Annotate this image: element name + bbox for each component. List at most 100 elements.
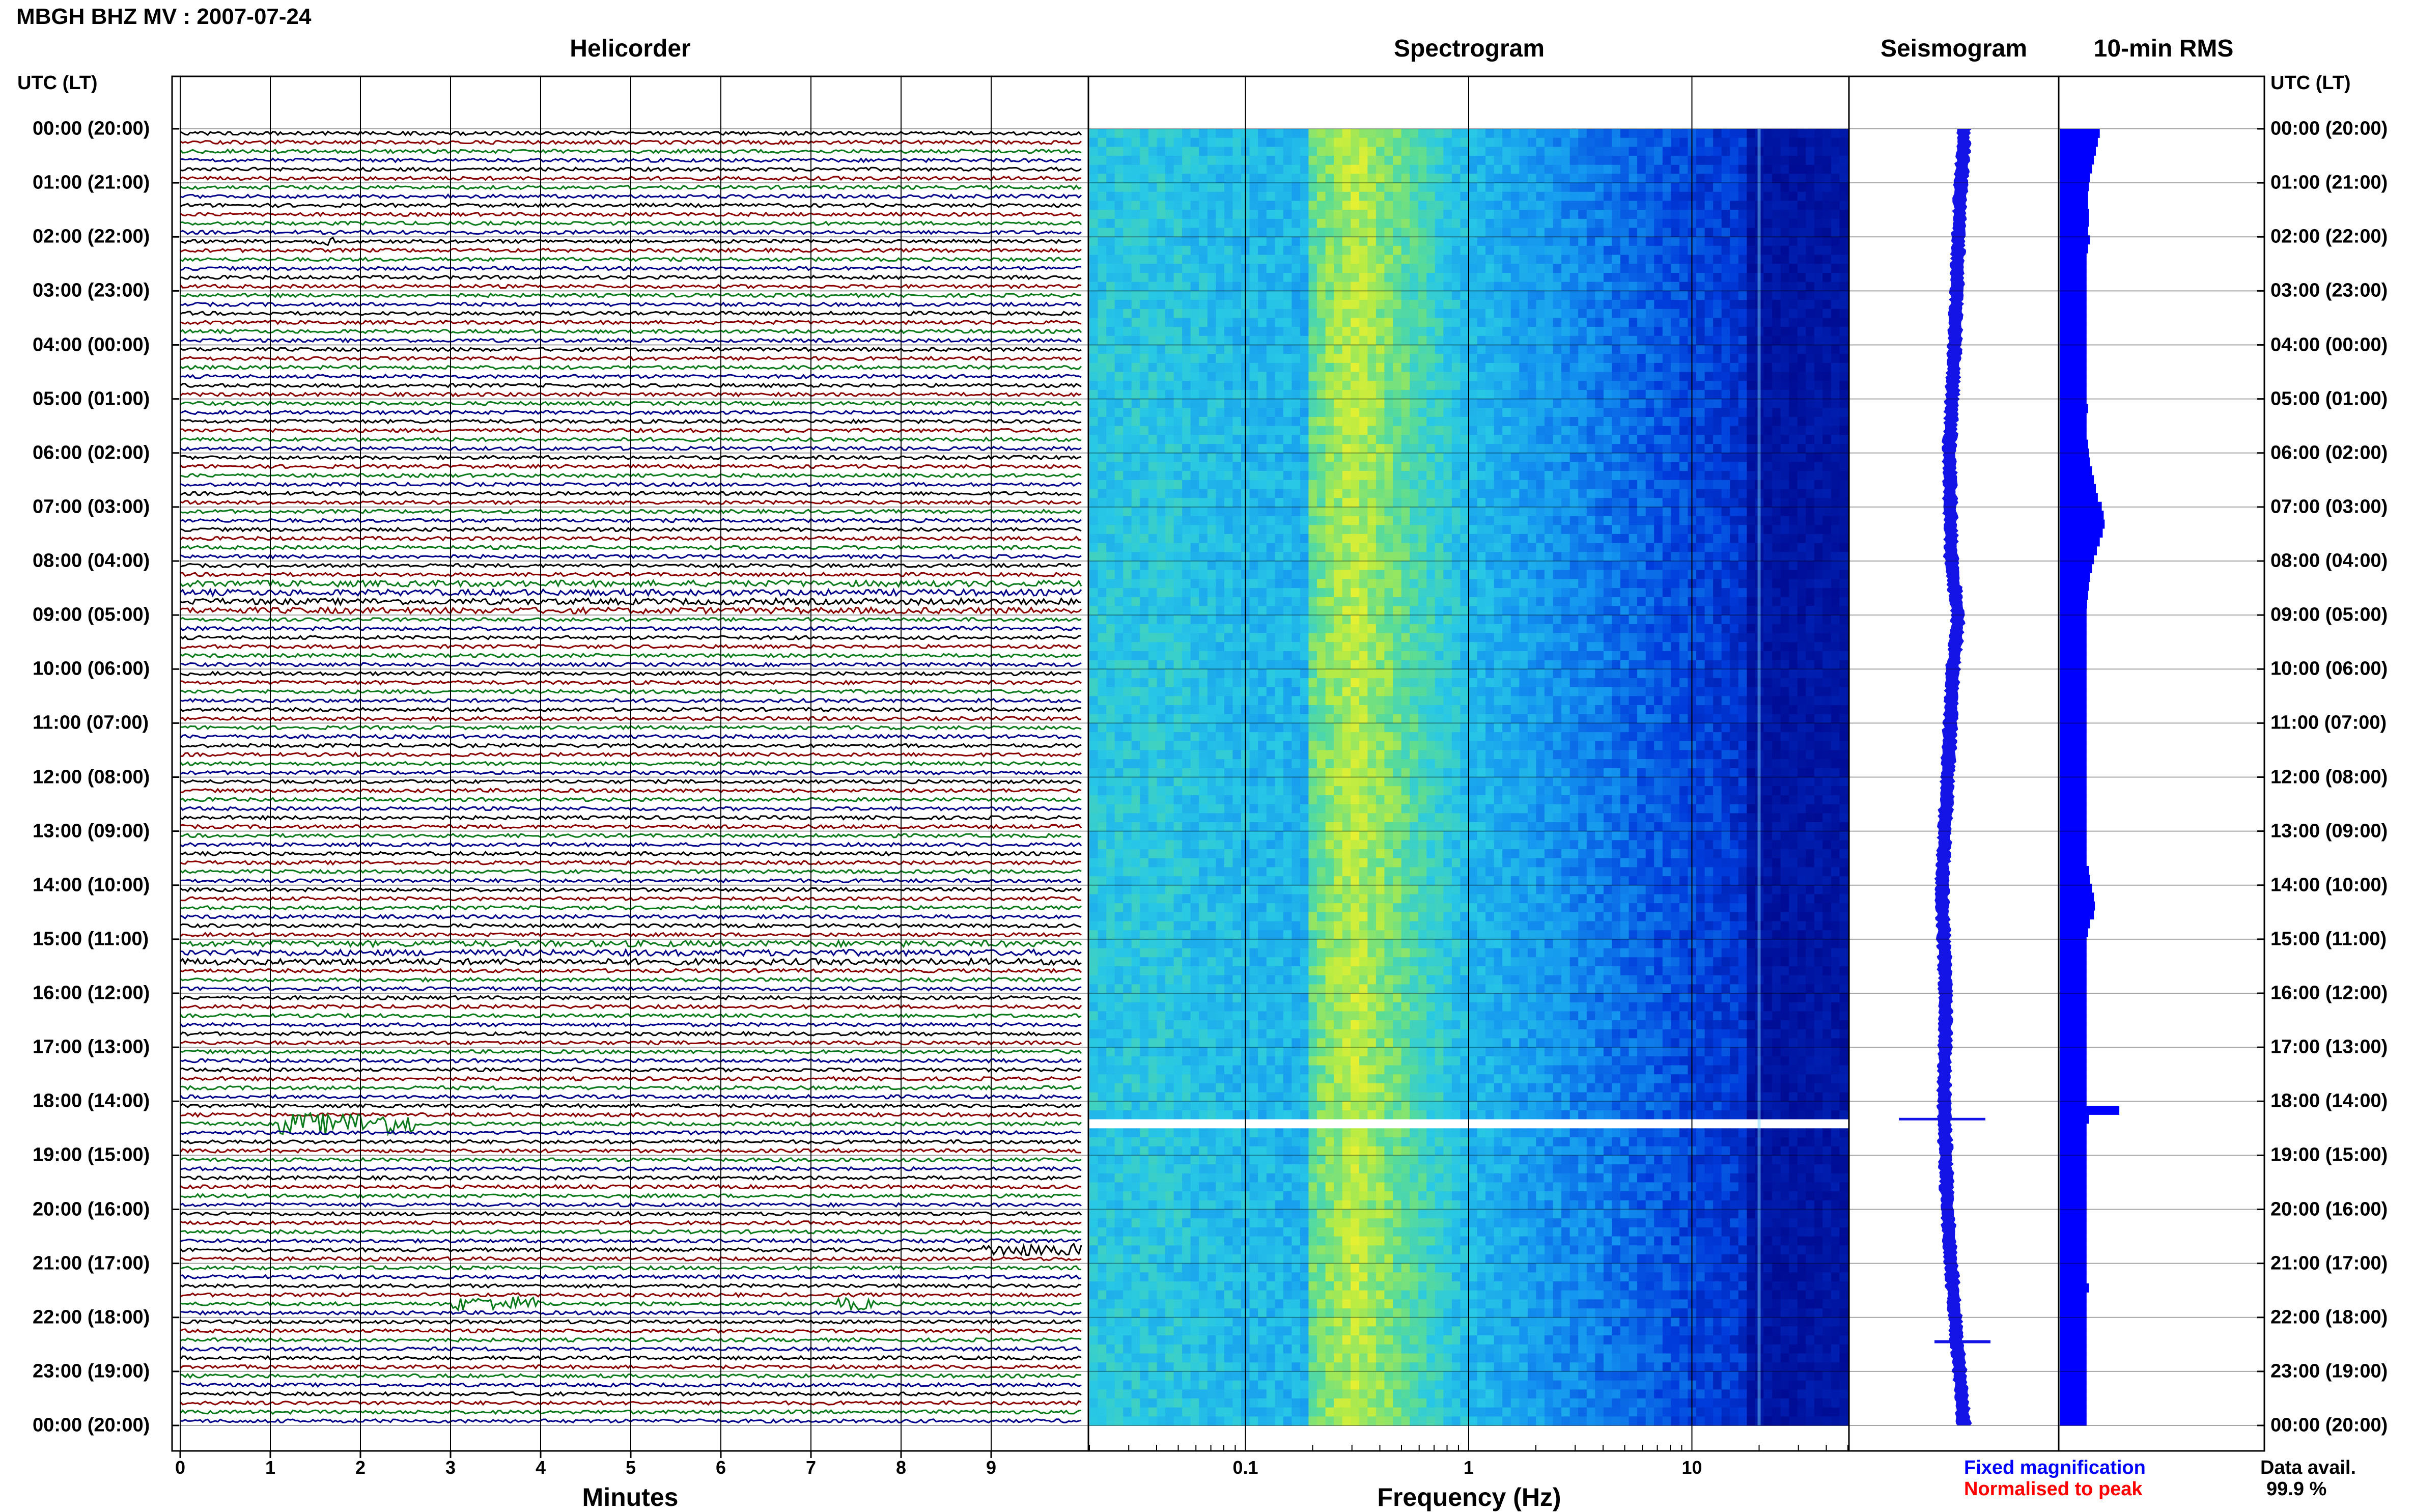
rms-bar	[2060, 1230, 2087, 1239]
rms-bar	[2060, 1141, 2087, 1151]
rms-bar	[2060, 1186, 2087, 1195]
rms-bar	[2060, 1390, 2087, 1399]
rms-bar	[2060, 431, 2087, 440]
rms-bar	[2060, 1417, 2087, 1426]
helicorder-tick-label: 2	[355, 1457, 366, 1478]
rms-bar	[2060, 1292, 2087, 1301]
rms-bar	[2060, 786, 2087, 795]
spectrogram-tick-label: 10	[1681, 1457, 1702, 1478]
rms-bar	[2060, 333, 2087, 342]
rms-bar	[2060, 484, 2096, 493]
rms-bar	[2060, 1248, 2087, 1257]
rms-bar	[2060, 191, 2088, 200]
legend-normalised: Normalised to peak	[1964, 1478, 2143, 1500]
rms-bar	[2060, 1221, 2087, 1230]
rms-bar	[2060, 1301, 2087, 1310]
time-label-left: 05:00 (01:00)	[33, 388, 150, 410]
rms-bar	[2060, 342, 2087, 351]
rms-bar	[2060, 200, 2088, 209]
rms-bar	[2060, 946, 2087, 955]
time-label-right: 23:00 (19:00)	[2270, 1360, 2388, 1382]
rms-bar	[2060, 1381, 2087, 1390]
rms-bar	[2060, 1194, 2087, 1203]
rms-bar	[2060, 1124, 2087, 1133]
rms-bar	[2060, 857, 2087, 866]
rms-bar	[2060, 910, 2094, 919]
rms-bar	[2060, 768, 2087, 777]
rms-bar	[2060, 724, 2087, 733]
rms-bar	[2060, 582, 2089, 591]
rms-bar	[2060, 395, 2087, 404]
rms-bar	[2060, 502, 2102, 511]
rms-bar	[2060, 902, 2095, 911]
helicorder-tick-label: 3	[445, 1457, 456, 1478]
time-label-right: 20:00 (16:00)	[2270, 1198, 2388, 1220]
spectrogram-tick-label: 0.1	[1232, 1457, 1258, 1478]
rms-bar	[2060, 1061, 2087, 1071]
time-label-right: 18:00 (14:00)	[2270, 1090, 2388, 1112]
time-label-left: 20:00 (16:00)	[33, 1198, 150, 1220]
rms-bar	[2060, 750, 2087, 760]
time-label-right: 09:00 (05:00)	[2270, 604, 2388, 626]
rms-bar	[2060, 1337, 2087, 1346]
rms-bar	[2060, 1070, 2087, 1079]
rms-bar	[2060, 137, 2098, 147]
time-label-right: 07:00 (03:00)	[2270, 496, 2388, 518]
time-label-left: 16:00 (12:00)	[33, 983, 150, 1004]
time-label-left: 04:00 (00:00)	[33, 334, 150, 356]
time-label-right: 22:00 (18:00)	[2270, 1306, 2388, 1328]
helicorder-tick-label: 8	[896, 1457, 906, 1478]
time-label-right: 02:00 (22:00)	[2270, 226, 2388, 248]
rms-bar	[2060, 706, 2087, 715]
rms-bar	[2060, 1212, 2087, 1221]
rms-bar	[2060, 1159, 2087, 1168]
time-label-right: 14:00 (10:00)	[2270, 874, 2388, 896]
time-label-left: 06:00 (02:00)	[33, 442, 150, 464]
rms-bar	[2060, 990, 2087, 999]
rms-bar	[2060, 315, 2087, 324]
rms-frame	[2059, 76, 2264, 1451]
rms-bar	[2060, 1114, 2089, 1124]
rms-bar	[2060, 1354, 2087, 1363]
time-label-left: 13:00 (09:00)	[33, 820, 150, 842]
time-label-left: 02:00 (22:00)	[33, 226, 150, 248]
time-label-left: 17:00 (13:00)	[33, 1037, 150, 1058]
helicorder-tick-label: 7	[806, 1457, 816, 1478]
time-label-left: 09:00 (05:00)	[33, 604, 150, 626]
rms-bar	[2060, 253, 2087, 262]
time-label-left: 22:00 (18:00)	[33, 1306, 150, 1328]
rms-bar	[2060, 670, 2087, 680]
rms-bar	[2060, 511, 2103, 520]
time-label-right: 11:00 (07:00)	[2270, 712, 2387, 734]
rms-bar	[2060, 182, 2089, 191]
rms-bar	[2060, 892, 2094, 902]
rms-bar	[2060, 422, 2087, 431]
time-label-right: 04:00 (00:00)	[2270, 334, 2388, 356]
helicorder-tick-label: 5	[626, 1457, 636, 1478]
rms-bar	[2060, 378, 2087, 387]
rms-bar	[2060, 635, 2087, 644]
rms-bar	[2060, 147, 2096, 156]
rms-bar	[2060, 280, 2087, 289]
time-label-left: 07:00 (03:00)	[33, 496, 150, 518]
time-label-right: 01:00 (21:00)	[2270, 172, 2388, 194]
rms-bar	[2060, 600, 2087, 609]
rms-bar	[2060, 795, 2087, 804]
rms-bar	[2060, 733, 2087, 742]
data-avail-value: 99.9 %	[2266, 1478, 2326, 1500]
rms-bar	[2060, 1408, 2087, 1417]
rms-bar	[2060, 830, 2087, 839]
rms-bar	[2060, 475, 2094, 484]
time-label-right: 21:00 (17:00)	[2270, 1252, 2388, 1274]
rms-bar	[2060, 1328, 2087, 1337]
time-label-left: 08:00 (04:00)	[33, 550, 150, 572]
rms-bar	[2060, 626, 2087, 635]
time-label-right: 15:00 (11:00)	[2270, 928, 2387, 950]
helicorder-tick-label: 1	[265, 1457, 275, 1478]
rms-bar	[2060, 955, 2087, 964]
spectrogram-tick-label: 1	[1464, 1457, 1474, 1478]
helicorder-tick-label: 4	[536, 1457, 546, 1478]
rms-bar	[2060, 564, 2092, 573]
rms-bar	[2060, 1372, 2087, 1381]
